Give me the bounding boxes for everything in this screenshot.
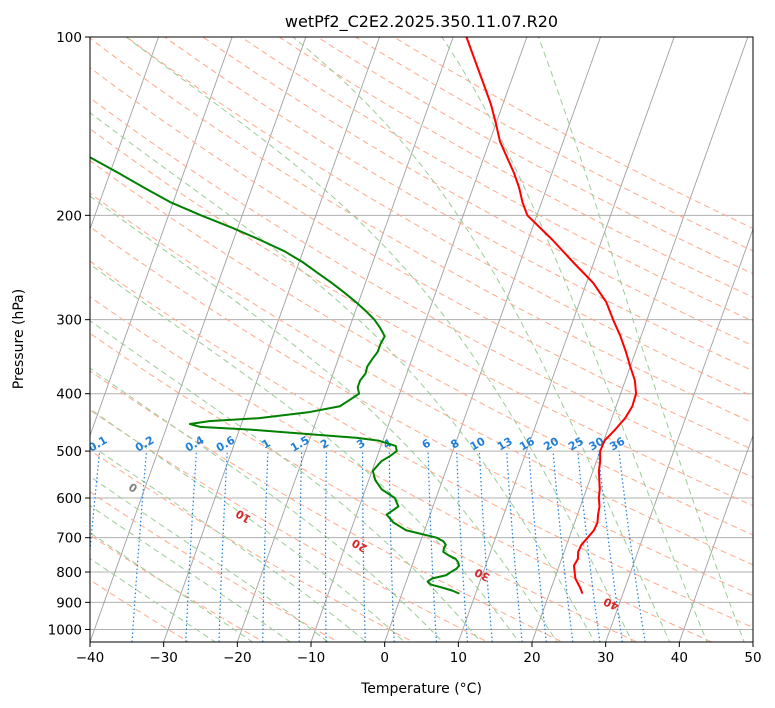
- dry-adiabat-label: 40: [601, 594, 621, 612]
- y-axis-ticks: 100 200 300 400 500 600 700 800 900 1000: [48, 30, 90, 638]
- mixing-ratio-line: [218, 451, 228, 642]
- dry-adiabat-line: [202, 37, 753, 347]
- dry-adiabat-line: [316, 37, 753, 275]
- plot-area: 0.10.20.40.611.52346810131620253036-100-…: [90, 37, 753, 642]
- y-tick-label: 400: [56, 387, 82, 403]
- x-tick-label: 10: [450, 650, 467, 666]
- dry-adiabat-line: [278, 37, 753, 298]
- mixing-ratio-line: [324, 451, 328, 642]
- y-tick-label: 600: [56, 491, 82, 507]
- moist-adiabat-line: [90, 195, 558, 642]
- isotherm-line: [678, 434, 753, 642]
- isotherm-line: [457, 37, 675, 642]
- mixing-ratio-line: [388, 451, 395, 642]
- moist-adiabat-line: [125, 37, 633, 642]
- temperature-profile-line: [465, 37, 638, 594]
- y-tick-label: 500: [56, 444, 82, 460]
- x-axis-label: Temperature (°C): [360, 681, 482, 697]
- y-tick-label: 800: [56, 565, 82, 581]
- x-tick-label: 0: [380, 650, 389, 666]
- moist-adiabat-line: [292, 37, 671, 642]
- isotherm-line: [90, 37, 307, 642]
- x-tick-label: 20: [523, 650, 540, 666]
- dry-adiabat-line: [354, 37, 753, 252]
- plot-frame: [89, 36, 754, 643]
- isotherm-line: [310, 37, 528, 642]
- dry-adiabat-lines: [90, 37, 753, 642]
- mixing-ratio-line: [262, 451, 269, 642]
- isotherm-line: [605, 227, 753, 642]
- x-tick-label: −30: [149, 650, 178, 666]
- isotherm-line: [90, 37, 233, 437]
- y-tick-label: 1000: [48, 622, 82, 638]
- profile-series: [90, 37, 638, 595]
- isotherm-line: [531, 37, 749, 642]
- y-axis-label: Pressure (hPa): [11, 289, 27, 389]
- moist-adiabat-line: [90, 320, 482, 642]
- y-tick-label: 900: [56, 595, 82, 611]
- moist-adiabat-line: [90, 408, 406, 642]
- y-tick-label: 700: [56, 531, 82, 547]
- mixing-ratio-line: [185, 451, 198, 642]
- moist-adiabat-lines: [90, 37, 745, 642]
- dry-adiabat-line: [90, 370, 564, 642]
- mixing-ratio-line: [427, 451, 438, 642]
- y-tick-label: 200: [56, 208, 82, 224]
- y-tick-label: 100: [56, 30, 82, 46]
- x-tick-label: −40: [76, 650, 105, 666]
- x-axis-ticks: −40 −30 −20 −10 0 10 20 30 40 50: [76, 642, 762, 666]
- moist-adiabat-line: [537, 37, 745, 642]
- mixing-ratio-line: [298, 451, 303, 642]
- x-tick-label: −20: [223, 650, 252, 666]
- isotherm-line: [384, 37, 601, 642]
- mixing-ratio-line: [362, 451, 366, 642]
- moist-adiabat-line: [441, 37, 708, 642]
- mixing-ratio-lines: [90, 451, 646, 642]
- dry-adiabat-line: [90, 409, 489, 642]
- dry-adiabat-line: [90, 534, 265, 642]
- x-tick-label: −10: [297, 650, 326, 666]
- moist-adiabat-line: [90, 505, 292, 642]
- chart-title: wetPf2_C2E2.2025.350.11.07.R20: [285, 12, 558, 32]
- x-tick-label: 40: [671, 650, 688, 666]
- moist-adiabat-line: [90, 112, 596, 642]
- dewpoint-profile-line: [90, 156, 461, 595]
- dry-adiabat-line: [90, 260, 753, 629]
- isotherm-lines: [90, 37, 753, 642]
- x-tick-label: 30: [597, 650, 614, 666]
- moist-adiabat-line: [90, 475, 329, 642]
- dry-adiabat-line: [163, 37, 753, 372]
- isotherm-line: [90, 37, 159, 231]
- mixing-ratio-line: [456, 451, 469, 642]
- dry-adiabat-line: [90, 226, 753, 597]
- x-tick-label: 50: [744, 650, 761, 666]
- moist-adiabat-line: [90, 444, 367, 642]
- isotherm-line: [236, 37, 454, 642]
- moist-adiabat-line: [90, 532, 254, 642]
- dry-adiabat-label: 30: [472, 565, 492, 584]
- dry-adiabat-line: [392, 37, 753, 229]
- y-tick-label: 300: [56, 313, 82, 329]
